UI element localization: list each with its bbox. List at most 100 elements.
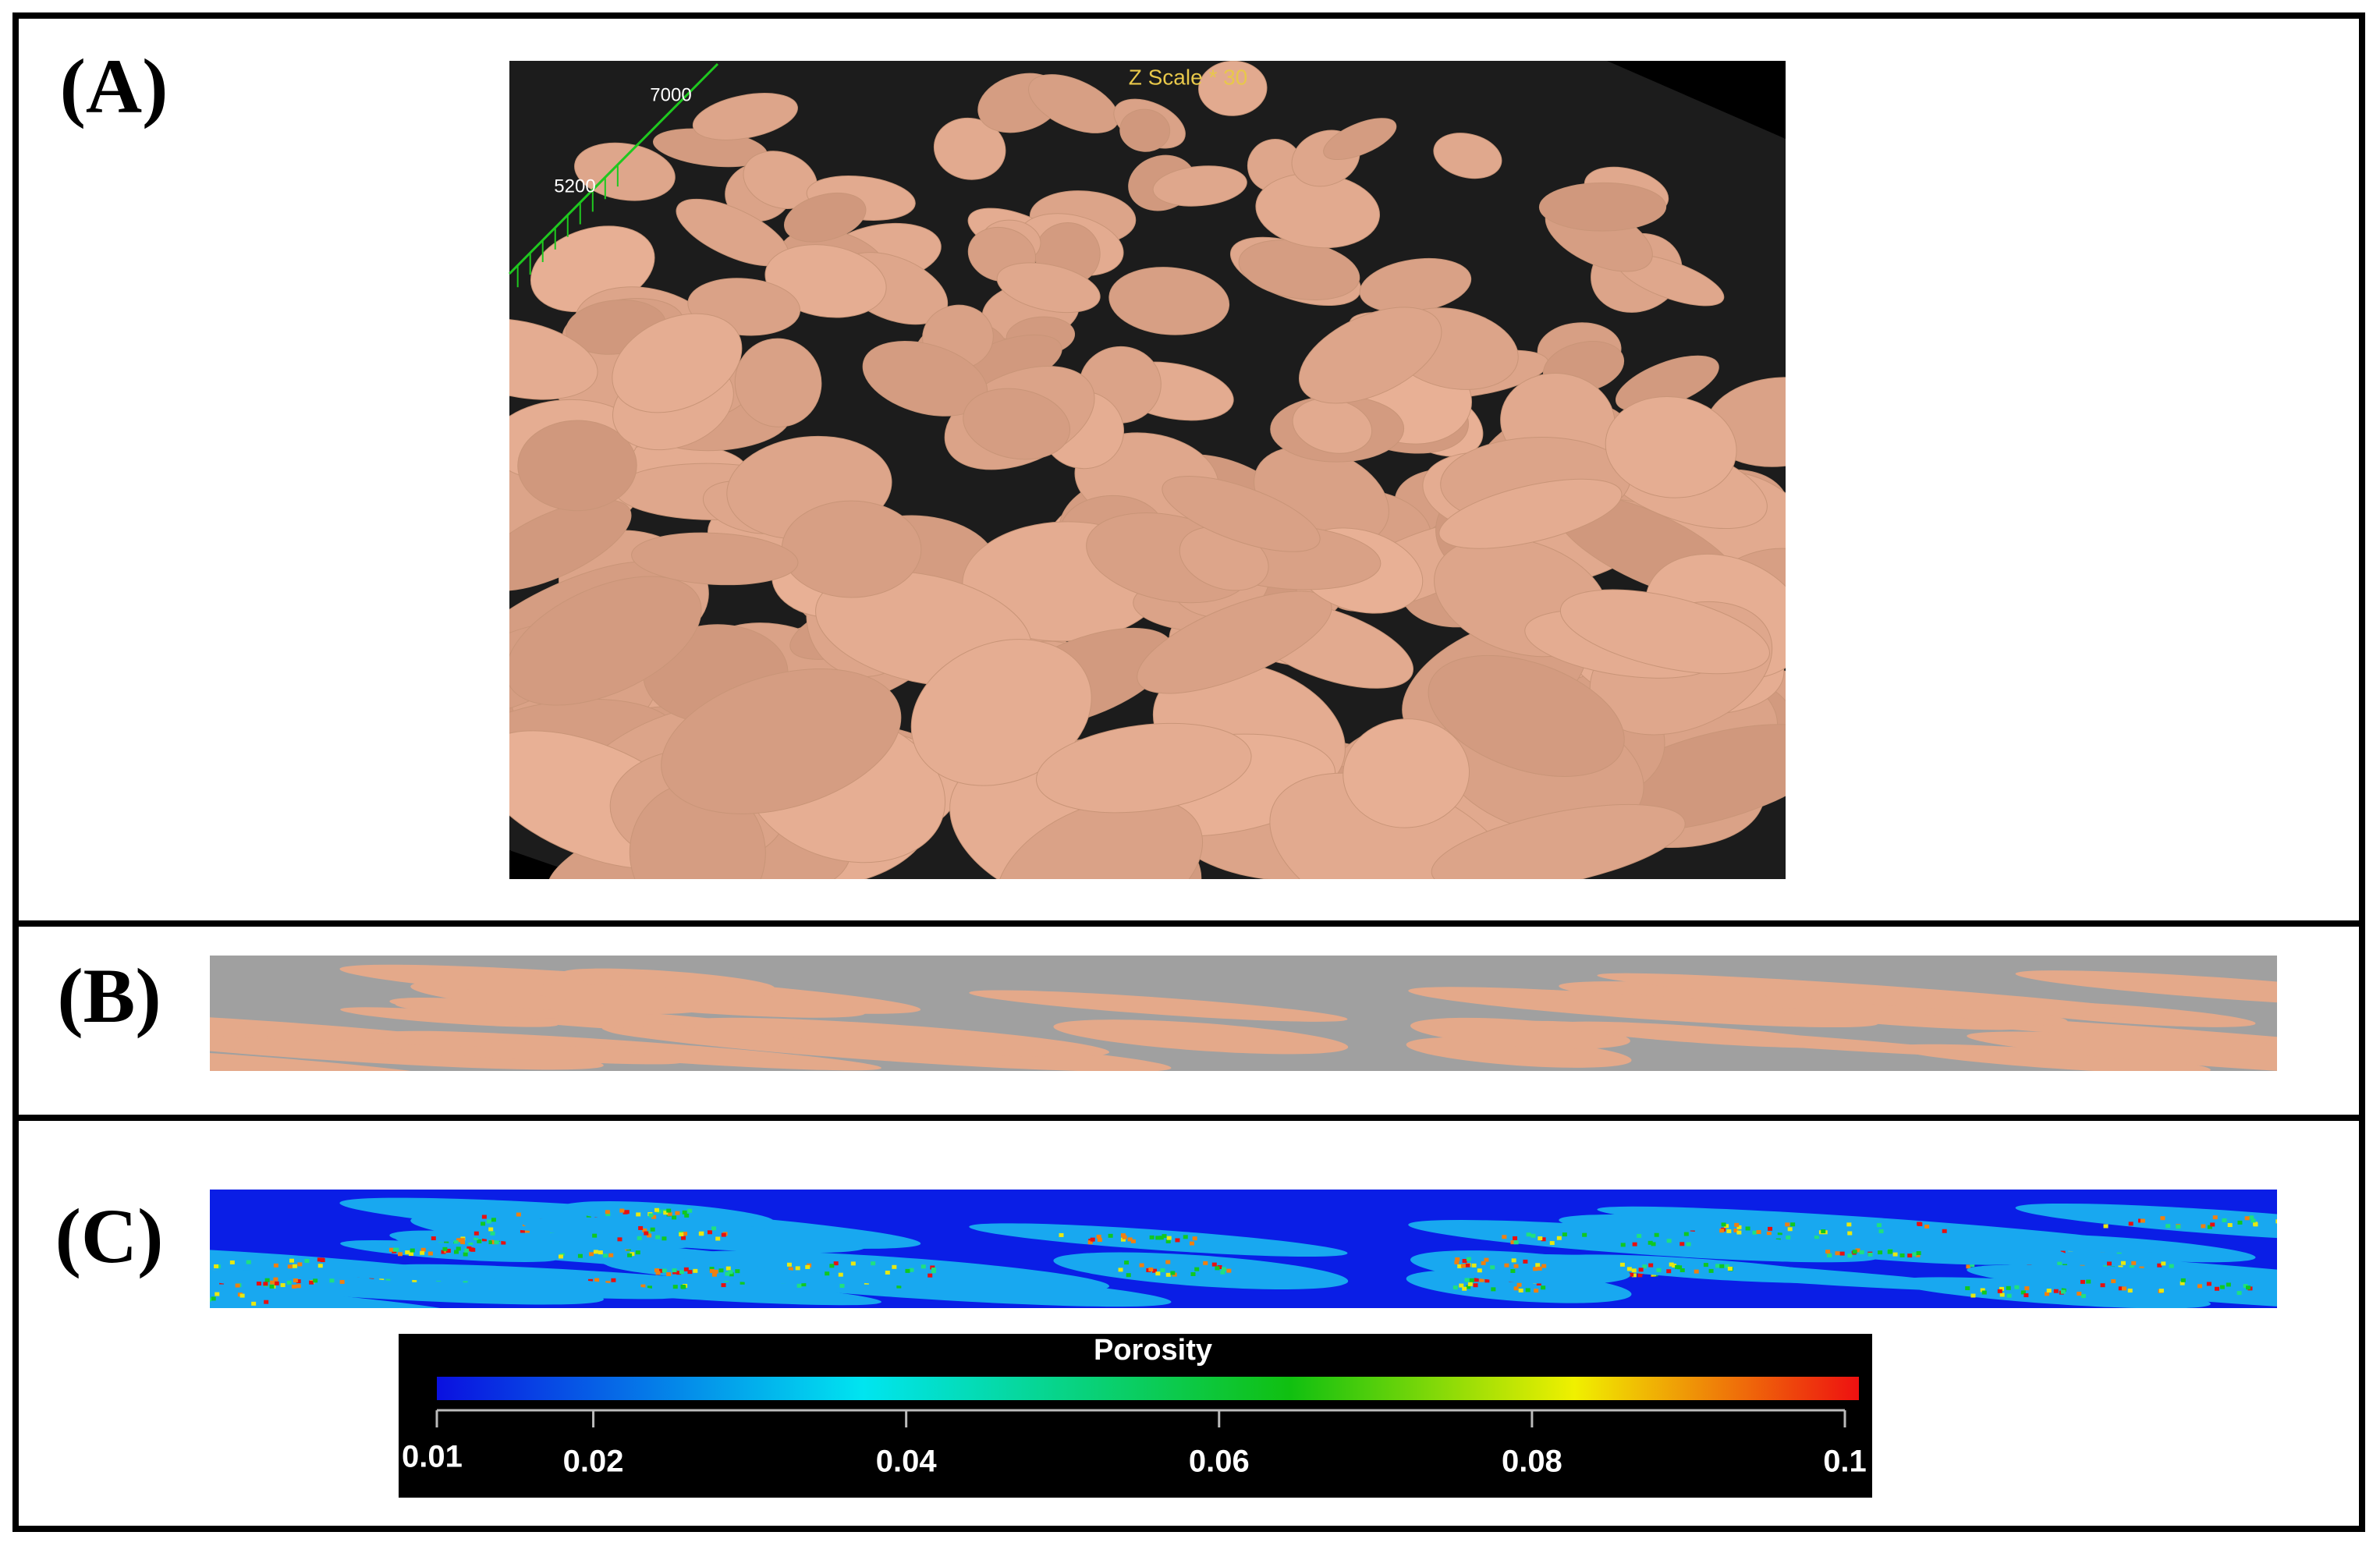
porosity-cell bbox=[2077, 1292, 2082, 1296]
porosity-cell bbox=[1582, 1232, 1587, 1237]
porosity-cell bbox=[389, 1247, 395, 1252]
porosity-cell bbox=[289, 1258, 294, 1263]
channel-body bbox=[509, 499, 632, 591]
channel-body bbox=[574, 142, 676, 201]
channel-body bbox=[682, 1017, 1110, 1057]
porosity-cell bbox=[481, 1214, 487, 1219]
porosity-cell bbox=[97, 1300, 101, 1304]
porosity-cell bbox=[1631, 1273, 1637, 1278]
porosity-cell bbox=[1631, 1268, 1637, 1273]
porosity-cell bbox=[2131, 1261, 2137, 1265]
porosity-cell bbox=[251, 1301, 257, 1306]
porosity-cell bbox=[1217, 1265, 1222, 1270]
porosity-cell bbox=[605, 1212, 611, 1217]
porosity-cell bbox=[1122, 1235, 1127, 1239]
porosity-cell bbox=[2207, 1225, 2212, 1229]
porosity-cell bbox=[129, 1293, 133, 1297]
porosity-cell bbox=[1523, 1259, 1528, 1264]
porosity-body bbox=[210, 1246, 495, 1282]
porosity-cell bbox=[586, 1214, 591, 1218]
outer-frame bbox=[12, 12, 2365, 1532]
channel-body bbox=[933, 117, 1006, 180]
porosity-cell bbox=[1752, 1230, 1758, 1235]
porosity-cell bbox=[273, 1263, 278, 1268]
porosity-cell bbox=[676, 1271, 682, 1275]
porosity-cell bbox=[658, 1268, 664, 1273]
porosity-cell bbox=[1970, 1263, 1975, 1268]
porosity-cell bbox=[1790, 1222, 1796, 1227]
channel-body bbox=[1438, 478, 1623, 549]
porosity-cell bbox=[1917, 1222, 1923, 1226]
porosity-cell bbox=[494, 1240, 499, 1245]
channel-body bbox=[910, 639, 1092, 786]
channel-body bbox=[1538, 182, 1667, 232]
porosity-cell bbox=[490, 1231, 495, 1236]
porosity-cell bbox=[1785, 1222, 1790, 1227]
porosity-cell bbox=[788, 1267, 793, 1271]
porosity-cell bbox=[2129, 1265, 2134, 1270]
porosity-cell bbox=[269, 1284, 275, 1289]
channel-body bbox=[1428, 654, 1625, 777]
porosity-cell bbox=[1477, 1268, 1482, 1273]
porosity-cell bbox=[198, 1263, 203, 1267]
porosity-cell bbox=[2160, 1216, 2165, 1221]
porosity-cell bbox=[679, 1232, 684, 1236]
porosity-cell bbox=[2046, 1289, 2052, 1293]
porosity-cell bbox=[2100, 1283, 2105, 1288]
porosity-cell bbox=[638, 1225, 644, 1230]
porosity-cell bbox=[96, 1296, 101, 1300]
porosity-cell bbox=[666, 1208, 672, 1213]
porosity-cell bbox=[662, 1268, 667, 1273]
porosity-cell bbox=[711, 1272, 717, 1277]
porosity-cell bbox=[1148, 1267, 1154, 1271]
porosity-cell bbox=[75, 1292, 80, 1296]
porosity-cell bbox=[488, 1227, 494, 1232]
porosity-cell bbox=[1970, 1293, 1976, 1298]
porosity-cell bbox=[715, 1236, 721, 1241]
porosity-cell bbox=[2210, 1222, 2215, 1227]
channel-body bbox=[210, 1044, 476, 1071]
porosity-cell bbox=[663, 1211, 669, 1215]
porosity-cell bbox=[1924, 1224, 1930, 1229]
porosity-cell bbox=[1632, 1242, 1637, 1246]
channel-body bbox=[692, 93, 798, 140]
porosity-cell bbox=[409, 1252, 414, 1257]
porosity-cell bbox=[2086, 1279, 2091, 1284]
scale-note: Z Scale * 30 bbox=[1129, 65, 1248, 89]
porosity-cell bbox=[2161, 1261, 2166, 1266]
porosity-cell bbox=[456, 1246, 461, 1251]
porosity-cell bbox=[1999, 1286, 2005, 1291]
porosity-cell bbox=[2243, 1284, 2248, 1289]
porosity-cell bbox=[1637, 1273, 1643, 1278]
porosity-cell bbox=[1727, 1266, 1733, 1271]
porosity-cell bbox=[2127, 1289, 2133, 1293]
axis-ticks bbox=[516, 165, 619, 288]
porosity-cell bbox=[1648, 1240, 1653, 1245]
porosity-cell bbox=[786, 1262, 792, 1267]
porosity-cell bbox=[1626, 1267, 1632, 1271]
porosity-cell bbox=[2169, 1264, 2174, 1268]
porosity-cell bbox=[196, 1295, 200, 1299]
channel-body bbox=[389, 998, 583, 1019]
channel-body bbox=[340, 1007, 559, 1027]
porosity-cell bbox=[1734, 1222, 1740, 1227]
porosity-cell bbox=[405, 1250, 410, 1254]
porosity-cell bbox=[2053, 1289, 2059, 1293]
porosity-cell bbox=[1672, 1263, 1677, 1268]
porosity-cell bbox=[1162, 1234, 1167, 1239]
porosity-cell bbox=[113, 1292, 118, 1296]
porosity-cell bbox=[1814, 1235, 1819, 1239]
porosity-cell bbox=[642, 1228, 647, 1232]
porosity-cell bbox=[1504, 1263, 1509, 1268]
porosity-cell bbox=[684, 1213, 690, 1218]
porosity-cell bbox=[650, 1227, 655, 1232]
channel-body bbox=[1771, 1008, 2024, 1030]
channel-body bbox=[1343, 718, 1470, 828]
porosity-cell bbox=[464, 1248, 470, 1253]
porosity-body bbox=[1408, 1220, 1878, 1263]
channel-body bbox=[781, 500, 922, 598]
porosity-cell bbox=[1479, 1278, 1484, 1282]
porosity-cell bbox=[215, 1292, 220, 1296]
porosity-cell bbox=[235, 1283, 240, 1288]
porosity-cell bbox=[174, 1293, 179, 1297]
